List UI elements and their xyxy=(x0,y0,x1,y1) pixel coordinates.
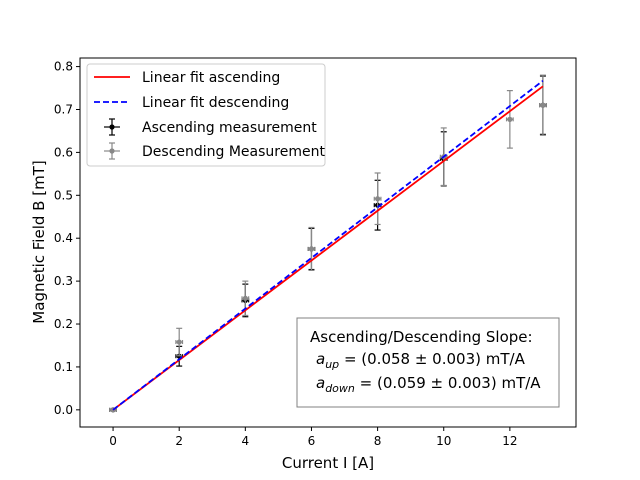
legend-label: Linear fit descending xyxy=(142,95,289,111)
y-tick-label: 0.0 xyxy=(54,403,73,417)
slope-annotation: Ascending/Descending Slope: aup = (0.058… xyxy=(296,317,560,408)
fit-line-series-0 xyxy=(112,85,544,411)
data-point xyxy=(540,102,546,108)
annotation-up-symbol: a xyxy=(316,350,325,368)
y-tick-label: 0.1 xyxy=(54,360,73,374)
y-tick-label: 0.3 xyxy=(54,274,73,288)
x-tick-label: 12 xyxy=(502,434,517,448)
annotation-box xyxy=(296,317,560,408)
y-tick-label: 0.6 xyxy=(54,145,73,159)
plot-area xyxy=(109,74,547,413)
y-axis-label: Magnetic Field B [mT] xyxy=(30,160,48,323)
x-tick-label: 6 xyxy=(308,434,316,448)
annotation-up-subscript: up xyxy=(325,358,339,371)
legend-label: Descending Measurement xyxy=(142,144,325,160)
annotation-down-value: = (0.059 ± 0.003) mT/A xyxy=(355,374,541,392)
annotation-heading: Ascending/Descending Slope: xyxy=(310,328,533,346)
y-tick-label: 0.8 xyxy=(54,60,73,74)
x-tick-label: 0 xyxy=(109,434,117,448)
data-point xyxy=(242,295,248,301)
legend-box xyxy=(86,63,326,167)
data-point xyxy=(507,116,513,122)
legend-entry: Descending Measurement xyxy=(104,142,325,160)
legend-label: Ascending measurement xyxy=(142,120,317,136)
data-point xyxy=(308,246,315,252)
legend-marker-swatch xyxy=(109,148,115,154)
legend: Linear fit ascending Linear fit descendin… xyxy=(86,63,326,167)
y-tick-label: 0.5 xyxy=(54,188,73,202)
data-point xyxy=(375,196,381,202)
x-tick-label: 10 xyxy=(436,434,451,448)
axes-frame xyxy=(79,57,577,428)
annotation-up-slope: aup = (0.058 ± 0.003) mT/A xyxy=(316,350,526,371)
legend-entry: Linear fit descending xyxy=(94,95,289,111)
annotation-down-subscript: down xyxy=(325,382,355,395)
annotation-up-value: = (0.058 ± 0.003) mT/A xyxy=(339,350,525,368)
legend-marker-swatch xyxy=(109,124,115,130)
annotation-down-slope: adown = (0.059 ± 0.003) mT/A xyxy=(316,374,541,395)
annotation-down-symbol: a xyxy=(316,374,325,392)
y-tick-label: 0.7 xyxy=(54,102,73,116)
x-tick-label: 2 xyxy=(175,434,183,448)
legend-entry: Linear fit ascending xyxy=(94,70,280,86)
y-tick-label: 0.2 xyxy=(54,317,73,331)
data-point xyxy=(176,339,182,345)
x-tick-label: 4 xyxy=(242,434,250,448)
x-axis-label: Current I [A] xyxy=(282,454,374,472)
legend-entry: Ascending measurement xyxy=(104,118,317,136)
legend-label: Linear fit ascending xyxy=(142,70,280,86)
fit-line-series-1 xyxy=(112,80,544,411)
x-tick-label: 8 xyxy=(374,434,382,448)
axis-ticks: 0 2 4 6 8 10 12 0.0 0.1 0.2 0.3 0.4 0.5 0.6 0.7 0.8 xyxy=(54,60,518,448)
y-tick-label: 0.4 xyxy=(54,231,73,245)
